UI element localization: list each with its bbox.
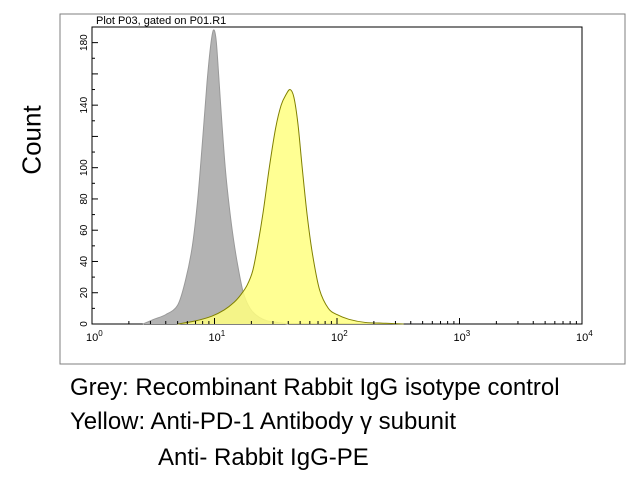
data-point-grey bbox=[233, 239, 234, 240]
data-point-yellow bbox=[306, 214, 307, 215]
data-point-grey bbox=[153, 319, 154, 320]
y-axis-label-text: Count bbox=[16, 105, 47, 175]
series-area-grey bbox=[142, 29, 289, 325]
x-tick-label: 103 bbox=[454, 329, 471, 344]
data-point-grey bbox=[218, 73, 219, 74]
y-tick-label: 180 bbox=[79, 34, 90, 51]
data-point-grey bbox=[202, 139, 203, 140]
data-point-yellow bbox=[336, 314, 337, 315]
data-point-yellow bbox=[290, 89, 291, 90]
data-point-yellow bbox=[286, 94, 287, 95]
y-tick-label: 20 bbox=[79, 287, 90, 299]
axes-layer: 100 101 102 103 104 0 20 40 60 80 100 140 180 bbox=[79, 26, 593, 344]
data-point-yellow bbox=[319, 289, 320, 290]
data-point-yellow bbox=[241, 294, 242, 295]
data-point-yellow bbox=[269, 167, 270, 168]
y-tick-label: 60 bbox=[79, 224, 90, 236]
data-point-grey bbox=[197, 198, 198, 199]
data-point-grey bbox=[229, 206, 230, 207]
data-point-grey bbox=[192, 245, 193, 246]
chart-title: Plot P03, gated on P01.R1 bbox=[96, 15, 226, 27]
data-point-yellow bbox=[252, 270, 253, 271]
caption-line-3: Anti- Rabbit IgG-PE bbox=[158, 444, 369, 471]
plot-area bbox=[91, 26, 583, 325]
data-point-yellow bbox=[275, 128, 276, 129]
data-point-grey bbox=[142, 323, 143, 324]
data-point-yellow bbox=[257, 245, 258, 246]
data-point-yellow bbox=[403, 323, 404, 324]
data-point-grey bbox=[215, 39, 216, 40]
data-point-yellow bbox=[247, 284, 248, 285]
data-point-yellow bbox=[312, 253, 313, 254]
data-point-grey bbox=[221, 123, 222, 124]
y-tick-label: 40 bbox=[79, 255, 90, 267]
data-point-yellow bbox=[234, 302, 235, 303]
data-point-grey bbox=[185, 280, 186, 281]
data-point-grey bbox=[238, 267, 239, 268]
x-tick-label: 104 bbox=[576, 329, 593, 344]
data-point-grey bbox=[213, 30, 214, 31]
data-point-yellow bbox=[263, 211, 264, 212]
caption-line-1: Grey: Recombinant Rabbit IgG isotype con… bbox=[70, 374, 560, 401]
x-tick-label: 101 bbox=[209, 329, 226, 344]
data-point-yellow bbox=[293, 97, 294, 98]
y-tick-label: 140 bbox=[79, 96, 90, 113]
caption-line-2: Yellow: Anti-PD-1 Antibody γ subunit bbox=[70, 408, 457, 435]
data-point-yellow bbox=[211, 316, 212, 317]
data-point-yellow bbox=[224, 309, 225, 310]
y-tick-label: 0 bbox=[79, 321, 90, 327]
data-point-yellow bbox=[302, 167, 303, 168]
data-point-yellow bbox=[348, 319, 349, 320]
series-area-yellow bbox=[177, 89, 404, 324]
data-point-grey bbox=[165, 314, 166, 315]
data-point-grey bbox=[206, 81, 207, 82]
y-axis-label: Count bbox=[8, 100, 56, 180]
x-tick-label: 100 bbox=[86, 329, 103, 344]
data-point-yellow bbox=[365, 322, 366, 323]
data-point-yellow bbox=[281, 105, 282, 106]
data-point-grey bbox=[225, 170, 226, 171]
series-layer bbox=[142, 29, 404, 325]
data-point-grey bbox=[177, 305, 178, 306]
y-tick-label: 80 bbox=[79, 193, 90, 205]
data-point-grey bbox=[210, 45, 211, 46]
series-line-yellow bbox=[177, 88, 404, 325]
data-point-yellow bbox=[328, 308, 329, 309]
x-tick-label: 102 bbox=[331, 329, 348, 344]
y-tick-label: 100 bbox=[79, 159, 90, 176]
data-point-yellow bbox=[385, 323, 386, 324]
data-point-yellow bbox=[297, 123, 298, 124]
